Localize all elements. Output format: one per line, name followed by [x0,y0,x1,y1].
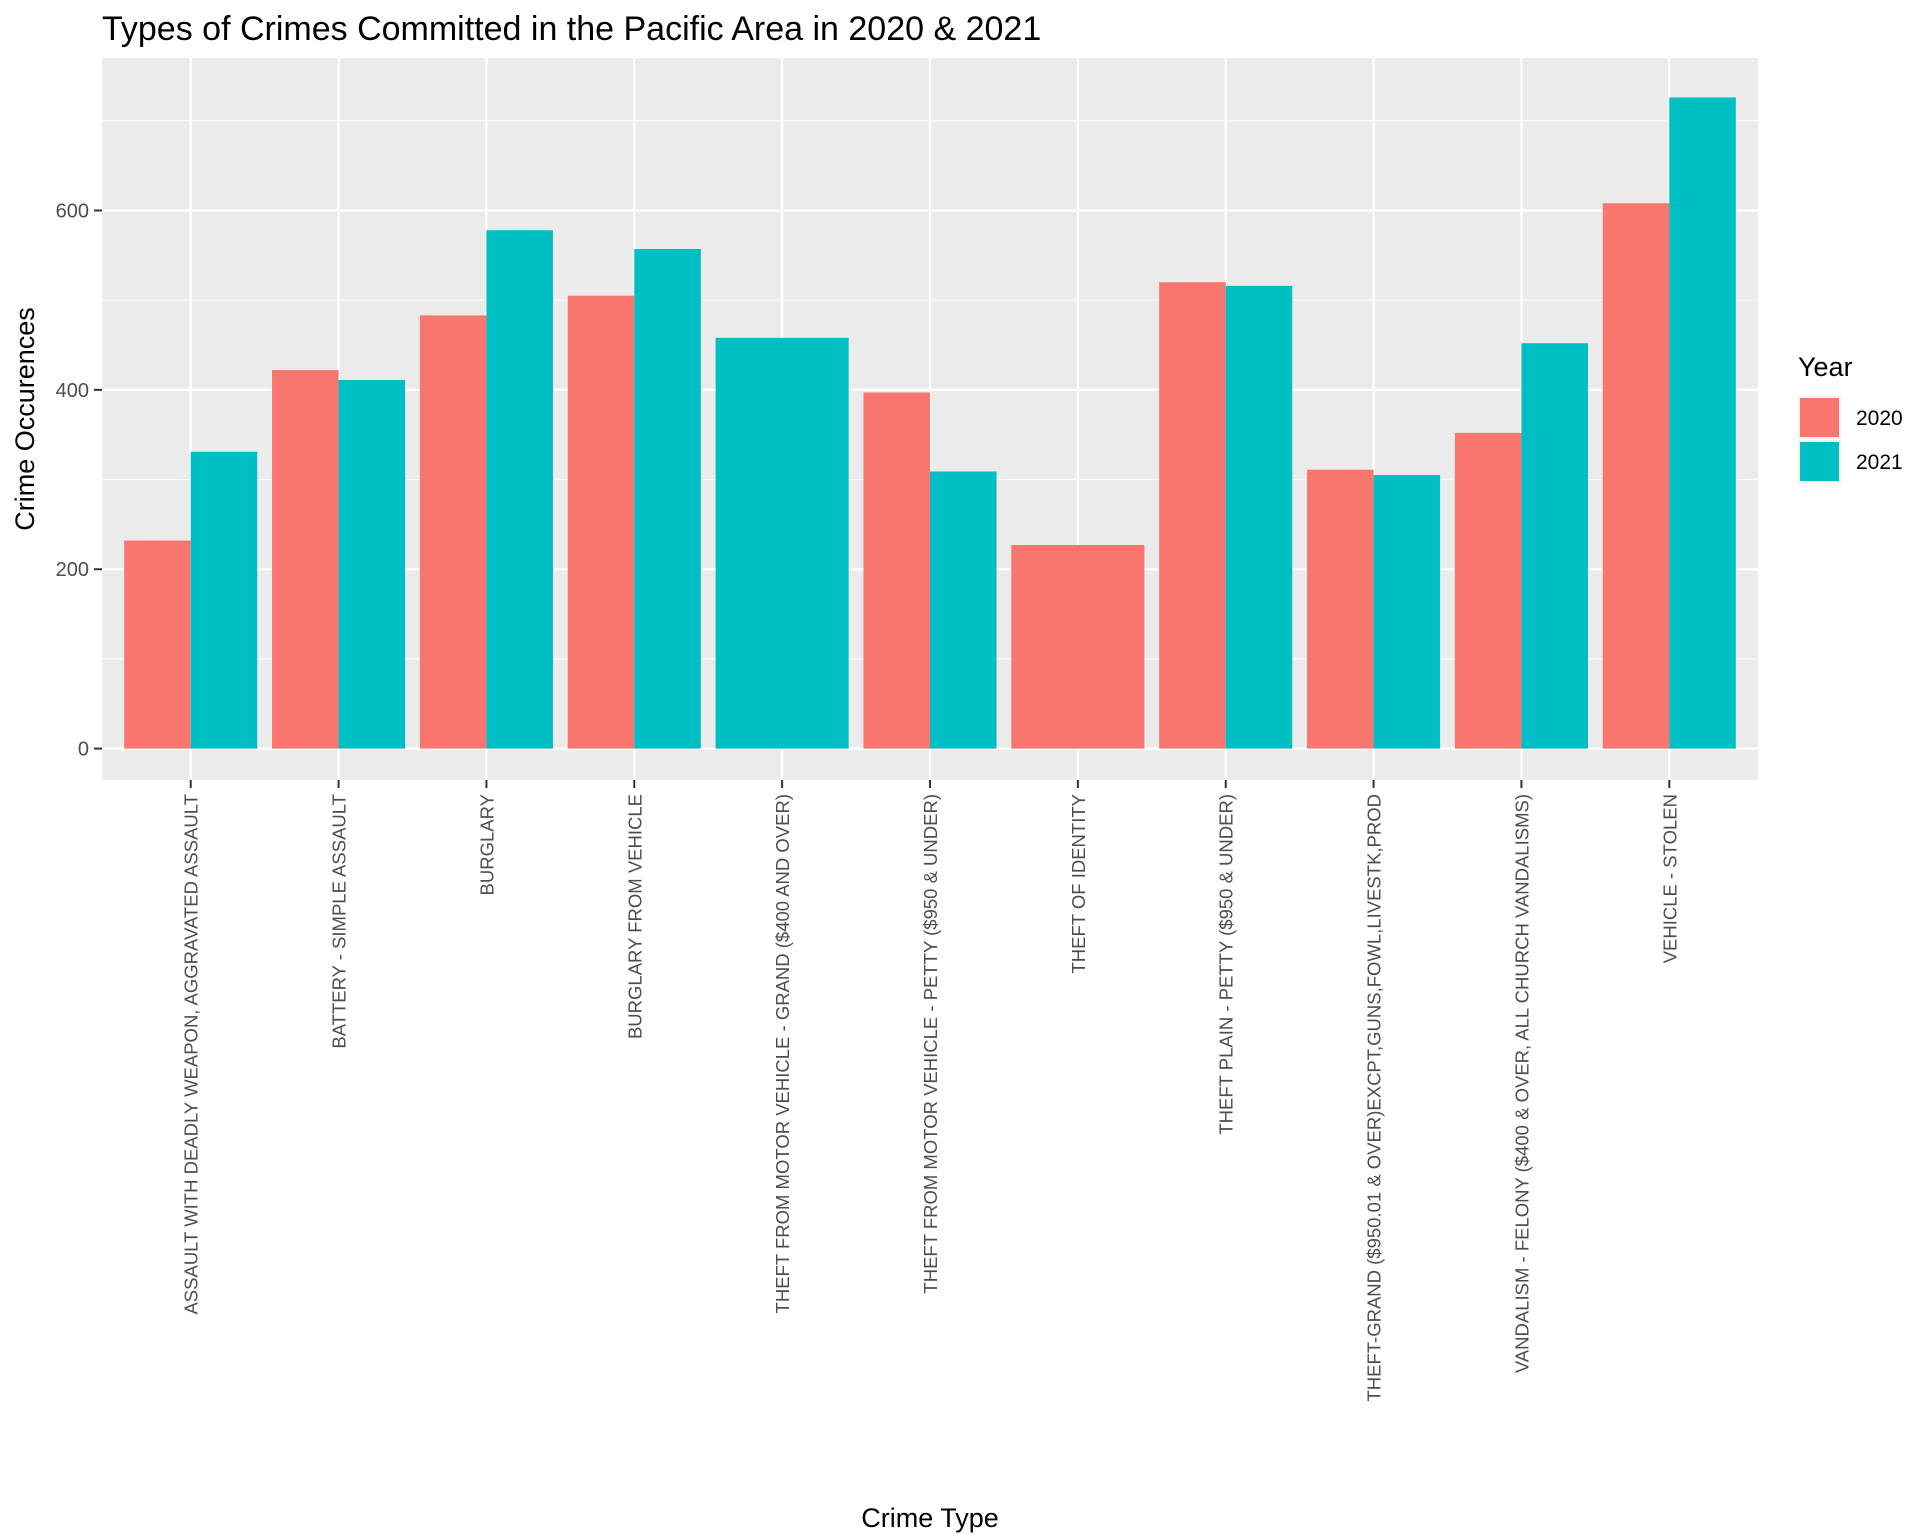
bar-2020 [1307,469,1374,749]
x-tick-label: VANDALISM - FELONY ($400 & OVER, ALL CHU… [1511,794,1532,1373]
bar-2020 [1011,545,1145,749]
x-tick-label: BURGLARY [476,794,497,895]
bar-2020 [419,315,487,749]
bar-2020 [1602,203,1670,749]
bar-2020 [567,295,635,749]
bar-2020 [272,370,339,749]
y-tick-label: 600 [56,200,89,222]
x-tick-label: THEFT-GRAND ($950.01 & OVER)EXCPT,GUNS,F… [1364,794,1385,1402]
y-axis-title: Crime Occurences [10,307,40,531]
legend-label: 2020 [1856,407,1903,430]
x-tick-label: ASSAULT WITH DEADLY WEAPON, AGGRAVATED A… [181,794,202,1315]
y-axis: 0 200 400 600 [56,200,102,761]
y-tick-label: 0 [78,739,89,761]
legend-label: 2021 [1856,451,1903,474]
x-tick-label: THEFT OF IDENTITY [1068,794,1089,974]
x-axis: ASSAULT WITH DEADLY WEAPON, AGGRAVATED A… [181,780,1680,1402]
bar-2021 [1669,97,1736,749]
bar-2021 [1225,285,1293,749]
chart-title: Types of Crimes Committed in the Pacific… [102,10,1041,48]
x-tick-label: VEHICLE - STOLEN [1659,794,1680,963]
bar-2021 [930,471,997,749]
legend-title: Year [1798,352,1853,382]
bar-2020 [124,540,191,749]
bar-2021 [1521,343,1588,749]
y-tick-label: 400 [56,380,89,402]
x-tick-label: THEFT FROM MOTOR VEHICLE - PETTY ($950 &… [920,794,941,1294]
legend: Year 2020 2021 [1798,352,1903,483]
bar-2021 [190,451,258,749]
legend-key-2020 [1800,398,1839,437]
y-tick-label: 200 [56,559,89,581]
bars [124,97,1736,749]
bar-2021 [634,249,701,749]
bar-2021 [338,379,406,749]
legend-key-2021 [1800,442,1839,481]
bar-2020 [1454,432,1522,749]
bar-2021 [715,337,849,749]
x-axis-title: Crime Type [861,1503,999,1533]
bar-2021 [1373,475,1441,749]
x-tick-label: BATTERY - SIMPLE ASSAULT [329,794,350,1049]
x-tick-label: THEFT PLAIN - PETTY ($950 & UNDER) [1216,794,1237,1135]
bar-2020 [1159,282,1226,749]
x-tick-label: THEFT FROM MOTOR VEHICLE - GRAND ($400 A… [772,794,793,1313]
bar-2020 [863,392,930,749]
x-tick-label: BURGLARY FROM VEHICLE [624,794,645,1039]
bar-2021 [486,230,553,749]
